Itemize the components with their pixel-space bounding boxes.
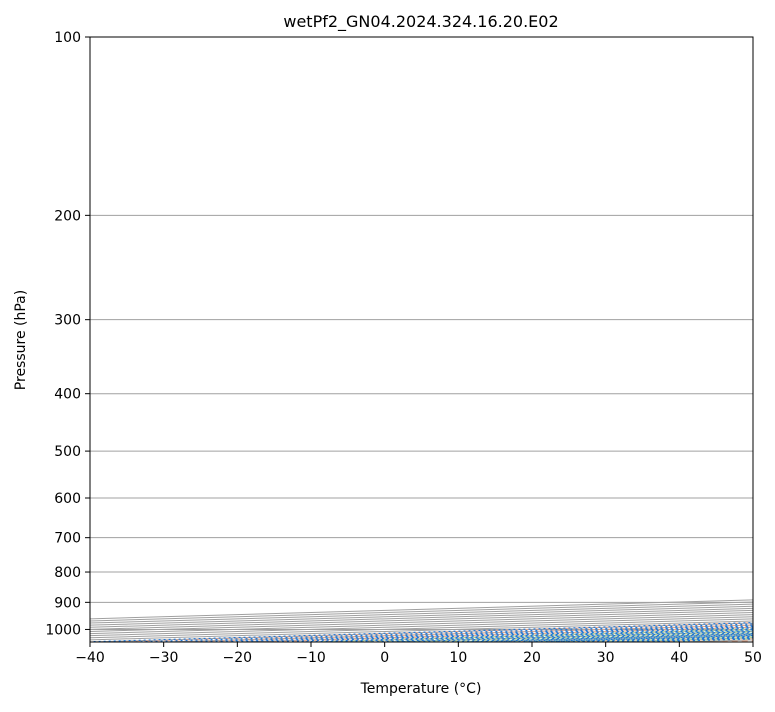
y-tick-label: 700 — [54, 531, 81, 547]
x-tick-label: 20 — [523, 650, 541, 666]
x-axis-ticks: −40 −30 −20 −10 0 10 20 30 40 50 — [75, 642, 762, 666]
y-axis-label: Pressure (hPa) — [13, 290, 29, 390]
x-tick-label: 50 — [744, 650, 762, 666]
y-axis-ticks: 100 200 300 400 500 600 700 800 900 1000 — [45, 30, 90, 638]
y-tick-label: 300 — [54, 313, 81, 329]
y-tick-label: 500 — [54, 444, 81, 460]
x-tick-label: 10 — [449, 650, 467, 666]
y-tick-label: 1000 — [45, 622, 81, 638]
x-tick-label: −10 — [296, 650, 326, 666]
x-tick-label: −40 — [75, 650, 105, 666]
y-tick-label: 400 — [54, 387, 81, 403]
y-tick-label: 900 — [54, 595, 81, 611]
x-tick-label: −30 — [149, 650, 179, 666]
x-tick-label: 30 — [597, 650, 615, 666]
y-tick-label: 600 — [54, 491, 81, 507]
x-axis-label: Temperature (°C) — [360, 681, 482, 697]
x-tick-label: 40 — [670, 650, 688, 666]
x-tick-label: 0 — [380, 650, 389, 666]
chart-title: wetPf2_GN04.2024.324.16.20.E02 — [283, 12, 558, 32]
isotherm-line — [753, 37, 775, 642]
y-tick-label: 800 — [54, 565, 81, 581]
plot-background — [90, 37, 753, 642]
y-tick-label: 100 — [54, 30, 81, 46]
x-tick-label: −20 — [223, 650, 253, 666]
y-tick-label: 200 — [54, 208, 81, 224]
